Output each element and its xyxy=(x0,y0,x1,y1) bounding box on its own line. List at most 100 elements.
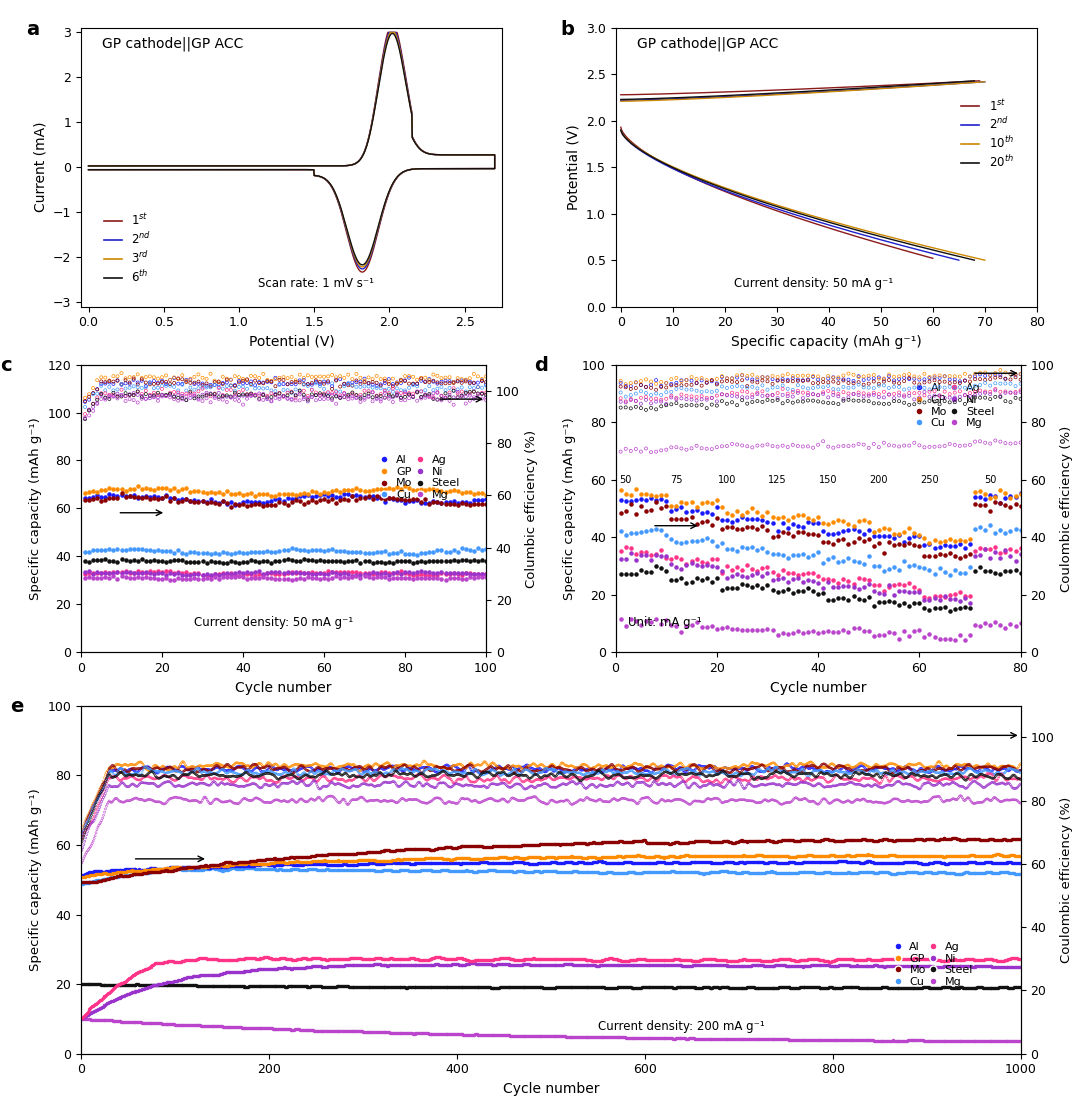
Point xyxy=(227,544,244,562)
Point xyxy=(424,566,442,584)
Point xyxy=(446,756,463,774)
Point xyxy=(679,957,697,975)
Point xyxy=(525,862,542,880)
Point xyxy=(477,862,495,880)
Point xyxy=(217,769,234,787)
Point xyxy=(787,764,805,782)
Point xyxy=(509,863,526,881)
Point xyxy=(126,763,144,780)
Point xyxy=(125,765,143,783)
Point xyxy=(488,792,505,809)
Point xyxy=(123,767,140,785)
Point xyxy=(353,788,370,806)
Point xyxy=(210,379,227,397)
Point xyxy=(910,864,928,882)
Point xyxy=(193,760,211,778)
Point xyxy=(345,759,362,777)
Point xyxy=(555,767,572,785)
Point xyxy=(927,772,944,789)
Point xyxy=(883,832,901,850)
Point xyxy=(1012,769,1029,787)
Point xyxy=(138,758,156,776)
Point xyxy=(870,863,888,881)
Point xyxy=(586,834,604,852)
Point xyxy=(152,977,170,995)
Point xyxy=(360,792,377,809)
Point xyxy=(509,766,526,784)
Point xyxy=(590,1028,607,1046)
Point xyxy=(721,952,739,970)
Point xyxy=(568,950,585,968)
Point xyxy=(336,852,353,870)
Point xyxy=(340,762,357,779)
Point xyxy=(141,861,159,879)
Point xyxy=(703,371,720,389)
Point xyxy=(799,623,816,641)
Point xyxy=(593,764,610,782)
Point xyxy=(958,756,975,774)
Point xyxy=(886,775,903,793)
Point xyxy=(906,536,923,554)
Point xyxy=(754,368,771,386)
Point xyxy=(924,958,942,976)
Point xyxy=(733,1030,751,1048)
Point xyxy=(730,764,747,782)
Point xyxy=(968,1032,985,1050)
Point xyxy=(699,763,716,780)
Point xyxy=(820,777,837,795)
Point xyxy=(445,854,462,872)
Point xyxy=(238,854,255,872)
Point xyxy=(387,957,404,975)
Point xyxy=(629,957,646,975)
Point xyxy=(691,864,708,882)
Point xyxy=(510,853,527,871)
Point xyxy=(669,791,686,808)
Point xyxy=(108,976,125,993)
Point xyxy=(392,565,409,583)
Point xyxy=(376,773,393,791)
Point xyxy=(401,850,418,867)
Point xyxy=(663,554,680,572)
Point xyxy=(762,863,780,881)
Point xyxy=(539,758,556,776)
Point xyxy=(305,958,322,976)
Point xyxy=(414,862,431,880)
Point xyxy=(561,764,578,782)
Point xyxy=(739,762,756,779)
Point xyxy=(320,487,337,505)
Point xyxy=(740,792,757,809)
Point xyxy=(886,558,903,575)
Point xyxy=(383,854,401,872)
Point xyxy=(135,862,152,880)
Point xyxy=(199,857,216,875)
Point xyxy=(408,756,426,774)
Point xyxy=(384,759,402,777)
Point xyxy=(524,847,541,865)
Point xyxy=(404,950,421,968)
Point xyxy=(514,951,531,969)
Point xyxy=(996,978,1013,996)
Point xyxy=(257,770,274,788)
Point xyxy=(672,791,689,808)
Point xyxy=(764,527,781,545)
Point xyxy=(731,1030,748,1048)
Point xyxy=(773,957,791,975)
Point xyxy=(285,860,302,878)
Point xyxy=(210,483,227,501)
Point xyxy=(408,854,426,872)
Point xyxy=(769,758,786,776)
Point xyxy=(513,836,530,854)
Point xyxy=(193,857,211,875)
Point xyxy=(987,832,1004,850)
Point xyxy=(913,854,930,872)
Point xyxy=(347,978,364,996)
Point xyxy=(826,832,843,850)
Point xyxy=(147,862,164,880)
Point xyxy=(913,950,930,968)
Point xyxy=(267,552,284,570)
Point xyxy=(976,491,994,508)
Point xyxy=(164,758,181,776)
Point xyxy=(414,854,431,872)
Point xyxy=(944,770,961,788)
Point xyxy=(315,386,333,404)
